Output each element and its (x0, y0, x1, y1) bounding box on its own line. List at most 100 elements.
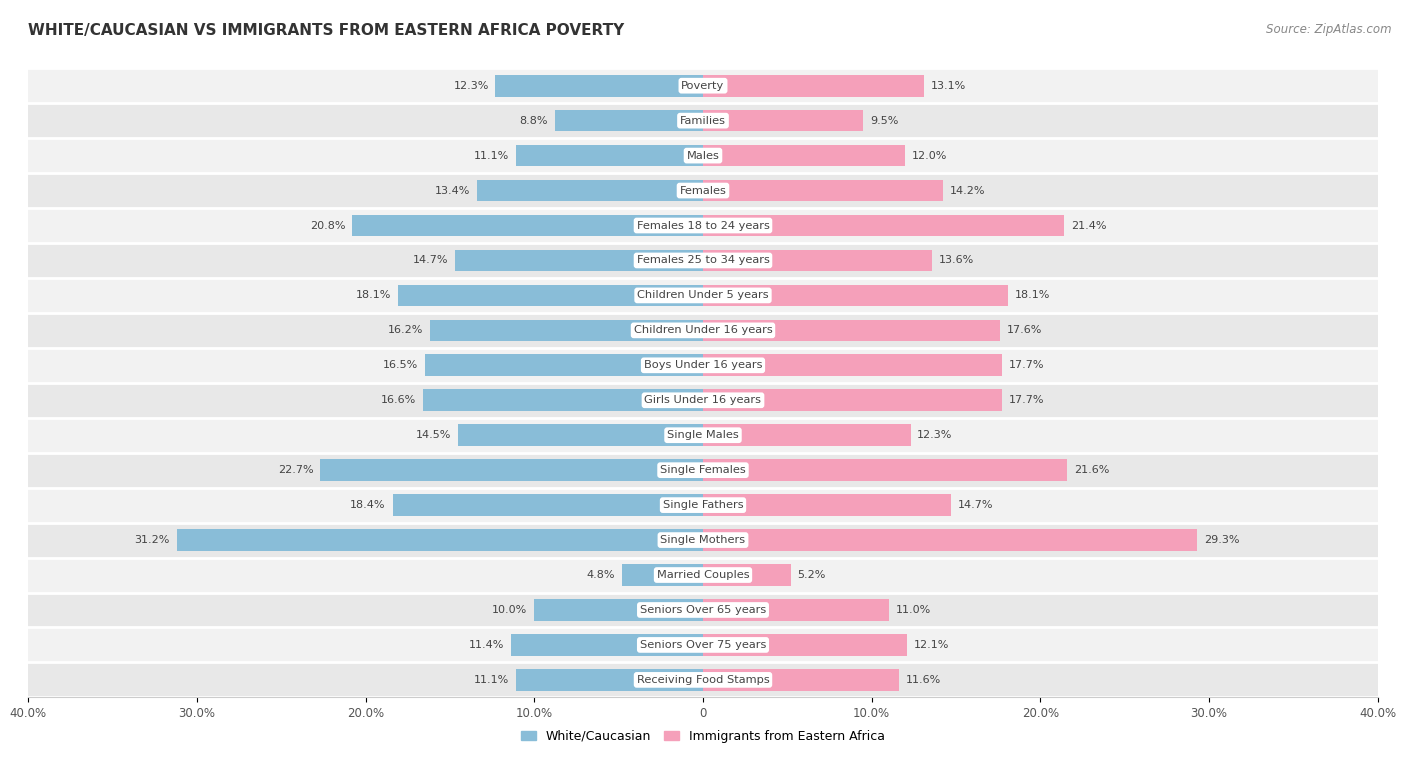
Text: 12.3%: 12.3% (453, 80, 489, 91)
Bar (28, 383, 1378, 418)
Text: 10.0%: 10.0% (492, 605, 527, 615)
Bar (703, 249, 932, 271)
Bar (703, 284, 1008, 306)
Bar (477, 180, 703, 202)
Bar (456, 249, 703, 271)
Text: 14.7%: 14.7% (957, 500, 993, 510)
Bar (425, 355, 703, 376)
Bar (28, 593, 1378, 628)
Text: Poverty: Poverty (682, 80, 724, 91)
Bar (703, 145, 905, 167)
Text: Females 25 to 34 years: Females 25 to 34 years (637, 255, 769, 265)
Bar (703, 564, 790, 586)
Text: Receiving Food Stamps: Receiving Food Stamps (637, 675, 769, 685)
Bar (423, 390, 703, 411)
Bar (534, 599, 703, 621)
Text: 18.1%: 18.1% (356, 290, 391, 300)
Text: Families: Families (681, 116, 725, 126)
Bar (703, 529, 1198, 551)
Bar (516, 669, 703, 691)
Bar (28, 522, 1378, 558)
Bar (703, 494, 950, 516)
Bar (430, 320, 703, 341)
Bar (510, 634, 703, 656)
Text: 17.7%: 17.7% (1008, 360, 1043, 371)
Text: Seniors Over 75 years: Seniors Over 75 years (640, 640, 766, 650)
Bar (458, 424, 703, 446)
Bar (703, 669, 898, 691)
Text: 4.8%: 4.8% (586, 570, 616, 580)
Bar (28, 208, 1378, 243)
Bar (392, 494, 703, 516)
Text: Females: Females (679, 186, 727, 196)
Text: 14.5%: 14.5% (416, 431, 451, 440)
Text: Single Mothers: Single Mothers (661, 535, 745, 545)
Text: 14.2%: 14.2% (949, 186, 984, 196)
Text: 18.4%: 18.4% (350, 500, 385, 510)
Bar (28, 173, 1378, 208)
Bar (703, 215, 1064, 236)
Text: Single Females: Single Females (661, 465, 745, 475)
Text: 8.8%: 8.8% (519, 116, 548, 126)
Text: WHITE/CAUCASIAN VS IMMIGRANTS FROM EASTERN AFRICA POVERTY: WHITE/CAUCASIAN VS IMMIGRANTS FROM EASTE… (28, 23, 624, 38)
Bar (703, 355, 1001, 376)
Text: 14.7%: 14.7% (413, 255, 449, 265)
Bar (516, 145, 703, 167)
Bar (495, 75, 703, 96)
Text: Children Under 5 years: Children Under 5 years (637, 290, 769, 300)
Legend: White/Caucasian, Immigrants from Eastern Africa: White/Caucasian, Immigrants from Eastern… (516, 725, 890, 747)
Bar (28, 68, 1378, 103)
Bar (703, 424, 911, 446)
Text: 5.2%: 5.2% (797, 570, 825, 580)
Text: 17.6%: 17.6% (1007, 325, 1042, 335)
Bar (321, 459, 703, 481)
Bar (28, 558, 1378, 593)
Text: 11.1%: 11.1% (474, 675, 509, 685)
Text: 12.1%: 12.1% (914, 640, 949, 650)
Text: Source: ZipAtlas.com: Source: ZipAtlas.com (1267, 23, 1392, 36)
Text: Married Couples: Married Couples (657, 570, 749, 580)
Bar (28, 453, 1378, 487)
Text: Seniors Over 65 years: Seniors Over 65 years (640, 605, 766, 615)
Bar (177, 529, 703, 551)
Text: Single Males: Single Males (666, 431, 740, 440)
Bar (28, 662, 1378, 697)
Text: 9.5%: 9.5% (870, 116, 898, 126)
Bar (28, 628, 1378, 662)
Text: Single Fathers: Single Fathers (662, 500, 744, 510)
Text: 17.7%: 17.7% (1008, 395, 1043, 406)
Text: Children Under 16 years: Children Under 16 years (634, 325, 772, 335)
Text: 16.6%: 16.6% (381, 395, 416, 406)
Bar (28, 313, 1378, 348)
Text: Males: Males (686, 151, 720, 161)
Bar (28, 278, 1378, 313)
Bar (352, 215, 703, 236)
Bar (28, 348, 1378, 383)
Bar (703, 110, 863, 131)
Text: 16.2%: 16.2% (388, 325, 423, 335)
Bar (554, 110, 703, 131)
Bar (28, 487, 1378, 522)
Text: 20.8%: 20.8% (309, 221, 346, 230)
Text: Females 18 to 24 years: Females 18 to 24 years (637, 221, 769, 230)
Bar (621, 564, 703, 586)
Bar (28, 103, 1378, 138)
Text: Girls Under 16 years: Girls Under 16 years (644, 395, 762, 406)
Bar (28, 418, 1378, 453)
Text: 13.4%: 13.4% (434, 186, 470, 196)
Text: Boys Under 16 years: Boys Under 16 years (644, 360, 762, 371)
Text: 11.1%: 11.1% (474, 151, 509, 161)
Text: 13.1%: 13.1% (931, 80, 966, 91)
Bar (398, 284, 703, 306)
Bar (703, 599, 889, 621)
Text: 12.0%: 12.0% (912, 151, 948, 161)
Bar (703, 320, 1000, 341)
Text: 16.5%: 16.5% (382, 360, 418, 371)
Text: 12.3%: 12.3% (917, 431, 953, 440)
Text: 31.2%: 31.2% (135, 535, 170, 545)
Bar (703, 634, 907, 656)
Text: 22.7%: 22.7% (277, 465, 314, 475)
Text: 11.0%: 11.0% (896, 605, 931, 615)
Text: 13.6%: 13.6% (939, 255, 974, 265)
Bar (28, 138, 1378, 173)
